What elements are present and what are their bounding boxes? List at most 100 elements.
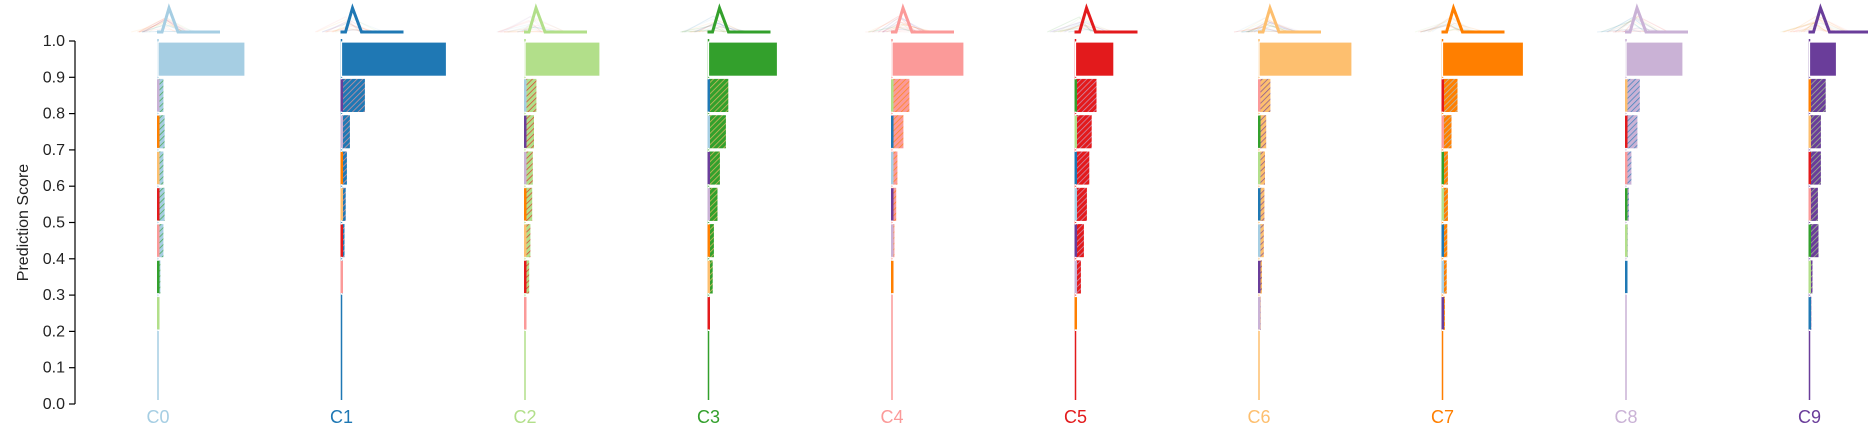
histogram-bar — [524, 77, 538, 114]
sparkline-ghost — [681, 21, 727, 33]
y-tick-label: 0.0 — [43, 396, 65, 413]
histogram-bar — [1074, 186, 1089, 223]
histogram-bar — [1808, 41, 1838, 77]
bin-marker — [524, 188, 527, 221]
sparkline-ghost — [1245, 23, 1290, 33]
distribution-sparkline — [1414, 3, 1505, 34]
sparkline-ghost — [1440, 22, 1486, 33]
bin-marker — [340, 115, 343, 148]
sparkline-ghost — [1073, 24, 1118, 33]
histogram-bar — [707, 77, 730, 114]
sparkline-ghost — [1783, 22, 1828, 33]
bin-marker — [1625, 151, 1628, 185]
sparkline-ghost — [517, 26, 562, 33]
histogram-bar — [340, 77, 367, 114]
sparkline-ghost — [1049, 21, 1094, 33]
histogram-bar — [1625, 113, 1639, 150]
bin-marker — [524, 260, 527, 294]
sparkline-ghost — [1801, 18, 1846, 33]
bin-marker — [524, 115, 527, 148]
sparkline-ghost — [701, 22, 747, 33]
bin-marker — [157, 188, 160, 221]
bin-marker — [1074, 115, 1077, 148]
bin-marker — [524, 297, 527, 330]
y-tick-label: 0.2 — [43, 323, 65, 340]
sparkline-ghost — [500, 15, 546, 33]
bin-marker — [707, 260, 710, 294]
bin-marker — [1441, 297, 1444, 330]
bin-marker — [157, 297, 160, 330]
bin-marker — [707, 115, 710, 148]
class-group-c6: C6 — [1233, 3, 1353, 427]
bin-marker — [707, 79, 710, 112]
sparkline-ghost — [698, 19, 743, 33]
sparkline-ghost — [867, 18, 913, 33]
distribution-sparkline — [1597, 3, 1688, 34]
sparkline-ghost — [1803, 16, 1848, 33]
class-group-c4: C4 — [865, 3, 965, 427]
plot-area: C0 C1 C2 C3 C4 C5 C6 C7 C8 C9 — [131, 3, 1868, 427]
sparkline-main — [707, 3, 771, 34]
y-tick-label: 0.9 — [43, 69, 65, 86]
sparkline-ghost — [503, 30, 549, 33]
bin-marker — [524, 79, 527, 112]
sparkline-ghost — [339, 19, 385, 33]
bin-marker — [1808, 151, 1811, 185]
bin-marker — [1808, 188, 1811, 221]
bin-marker — [157, 79, 160, 112]
class-label-c2: C2 — [513, 407, 536, 427]
bin-marker — [1441, 188, 1444, 221]
y-axis: 0.0 0.1 0.2 0.3 0.4 0.5 0.6 0.7 0.8 0.9 1.0 — [43, 33, 76, 413]
class-group-c5: C5 — [1047, 3, 1138, 427]
distribution-sparkline — [314, 3, 404, 34]
sparkline-ghost — [680, 25, 725, 33]
bin-marker — [1258, 188, 1261, 221]
bin-marker — [1074, 151, 1077, 185]
bin-marker — [340, 224, 343, 257]
bin-marker — [1258, 151, 1261, 185]
histogram-bar — [1808, 113, 1823, 150]
bin-marker — [891, 260, 894, 294]
histogram-bar — [1808, 77, 1827, 114]
sparkline-main — [1074, 3, 1138, 34]
bin-marker — [1625, 188, 1628, 221]
bin-marker — [1625, 79, 1628, 112]
sparkline-ghost — [890, 24, 935, 33]
bin-marker — [157, 224, 160, 257]
sparkline-ghost — [497, 21, 543, 33]
histogram-bar — [1808, 150, 1823, 186]
class-group-c8: C8 — [1597, 3, 1688, 427]
histogram-bar — [891, 41, 965, 77]
bin-marker — [891, 115, 894, 148]
class-label-c5: C5 — [1064, 407, 1087, 427]
class-group-c7: C7 — [1414, 3, 1525, 427]
bin-marker — [1625, 115, 1628, 148]
class-group-c0: C0 — [131, 3, 246, 427]
sparkline-ghost — [886, 23, 931, 33]
sparkline-main — [891, 3, 954, 34]
histogram-bar — [1074, 113, 1093, 150]
class-label-c7: C7 — [1431, 407, 1454, 427]
histogram-bar — [707, 150, 722, 186]
distribution-sparkline — [1047, 3, 1138, 34]
sparkline-ghost — [1236, 17, 1281, 33]
class-label-c8: C8 — [1614, 407, 1637, 427]
sparkline-ghost — [1248, 20, 1293, 33]
sparkline-ghost — [1803, 22, 1849, 33]
bin-marker — [1074, 260, 1077, 294]
sparkline-ghost — [706, 26, 751, 33]
y-tick-label: 0.7 — [43, 142, 65, 159]
sparkline-ghost — [1798, 22, 1844, 33]
sparkline-main — [1441, 3, 1505, 34]
bin-marker — [340, 188, 343, 221]
sparkline-ghost — [1246, 24, 1291, 33]
distribution-sparkline — [1780, 3, 1868, 34]
bin-marker — [1808, 297, 1811, 330]
bin-marker — [1441, 224, 1444, 257]
sparkline-ghost — [882, 21, 927, 33]
sparkline-ghost — [131, 23, 176, 33]
distribution-sparkline — [131, 3, 220, 34]
y-axis-title: Prediction Score — [15, 164, 32, 281]
sparkline-ghost — [148, 17, 194, 33]
